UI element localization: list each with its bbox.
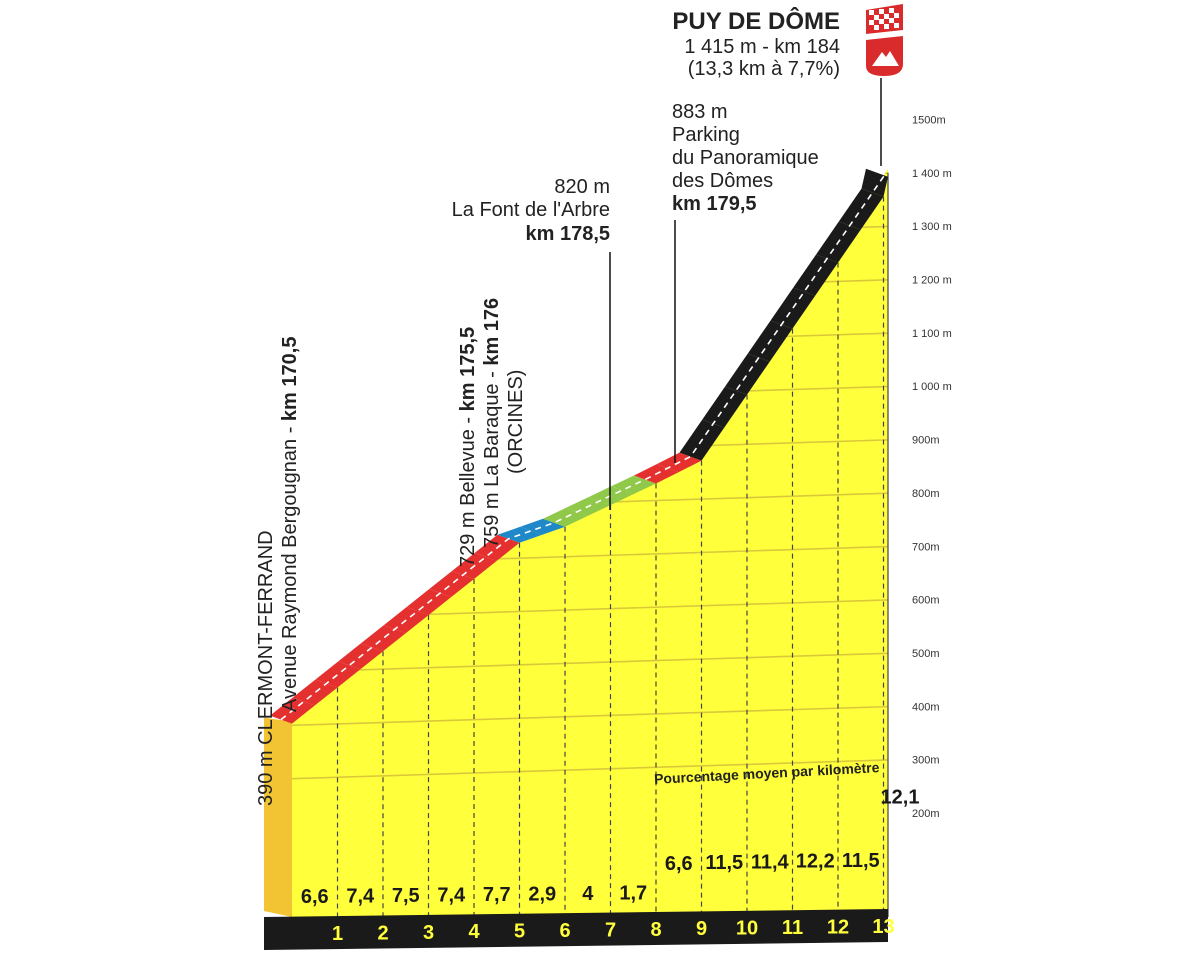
y-tick-label: 1 400 m: [912, 168, 952, 180]
km-label: 2: [377, 922, 388, 944]
y-tick-label: 600m: [912, 595, 940, 607]
gradient-label: 12,2: [796, 851, 835, 873]
y-tick-label: 300m: [912, 755, 940, 767]
gradient-label: 6,6: [301, 886, 329, 908]
svg-text:km 179,5: km 179,5: [672, 193, 757, 215]
gradient-label: 12,1: [881, 787, 920, 809]
svg-text:1 415 m - km 184: 1 415 m - km 184: [684, 36, 840, 58]
km-label: 8: [650, 919, 661, 941]
y-tick-label: 900m: [912, 435, 940, 447]
y-tick-label: 500m: [912, 648, 940, 660]
ridge-segment: [725, 353, 770, 395]
km-label: 4: [468, 921, 480, 943]
gradient-label: 1,7: [619, 883, 647, 905]
svg-text:(ORCINES): (ORCINES): [505, 370, 527, 474]
finish-flag-icon: [866, 4, 903, 34]
km-base-bar: [264, 909, 888, 950]
mountain-icon: [866, 36, 903, 76]
svg-text:729 m Bellevue - km 175,5: 729 m Bellevue - km 175,5: [457, 327, 479, 567]
font-arbre-label: 820 m La Font de l'Arbre km 178,5: [452, 176, 610, 245]
ridge-segment: [429, 570, 474, 598]
ridge-segment: [861, 168, 888, 197]
km-label: 12: [827, 916, 849, 938]
gradient-label: 4: [582, 883, 594, 905]
gradient-label: 11,5: [842, 850, 880, 872]
y-tick-label: 700m: [912, 541, 940, 553]
km-label: 6: [559, 920, 570, 942]
km-label: 7: [605, 919, 616, 941]
gradient-label: 7,4: [437, 885, 466, 907]
km-label: 3: [423, 922, 434, 944]
ridge-segment: [361, 625, 406, 652]
svg-text:883 m: 883 m: [672, 101, 728, 123]
start-label: 390 m CLERMONT-FERRAND Avenue Raymond Be…: [255, 337, 301, 806]
gradient-labels: 6,6 7,4 7,5 7,4 7,7 2,9 4 1,7 6,6 11,5 11,4 12,2 11,…: [301, 787, 920, 908]
svg-text:Parking: Parking: [672, 124, 740, 146]
km-dashed-lines: [336, 172, 889, 917]
gradient-label: 11,4: [751, 851, 790, 873]
profile-side-face: [264, 717, 292, 917]
km-label: 11: [782, 917, 803, 939]
summit-label: PUY DE DÔME 1 415 m - km 184 (13,3 km à …: [672, 7, 840, 80]
svg-text:759 m La Baraque - km 176: 759 m La Baraque - km 176: [481, 298, 503, 548]
km-label: 10: [736, 918, 758, 940]
ridge-centerline: [280, 175, 885, 721]
y-tick-label: 1500m: [912, 114, 946, 126]
km-label: 9: [696, 918, 707, 940]
profile-area: [292, 168, 888, 918]
y-tick-label: 1 200 m: [912, 275, 952, 287]
base-bar: [264, 909, 888, 950]
svg-text:km 178,5: km 178,5: [525, 223, 610, 245]
gradient-label: 7,7: [483, 884, 511, 906]
y-tick-label: 1 100 m: [912, 328, 952, 340]
gradient-label: 11,5: [705, 852, 743, 874]
ridge-segment: [770, 287, 816, 329]
ridge-segment: [315, 661, 361, 688]
ridge-segment: [520, 518, 565, 535]
profile-fill: [264, 168, 888, 918]
svg-text:820 m: 820 m: [554, 176, 610, 198]
ridge-segment: [292, 679, 338, 706]
gradient-label: 6,6: [665, 853, 693, 875]
gradient-label: 2,9: [528, 884, 556, 906]
bellevue-label: 729 m Bellevue - km 175,5 759 m La Baraq…: [457, 298, 527, 567]
y-tick-label: 800m: [912, 488, 940, 500]
svg-text:PUY DE DÔME: PUY DE DÔME: [672, 7, 840, 35]
y-tick-label: 200m: [912, 808, 940, 820]
km-label: 13: [872, 916, 894, 938]
km-labels: 1 2 3 4 5 6 7 8 9 10 11 12 13: [332, 916, 895, 945]
y-tick-label: 1 300 m: [912, 221, 952, 233]
ridge-segment: [611, 475, 656, 495]
ridge-segment: [793, 254, 838, 296]
y-axis-ticks: 200m 300m 400m 500m 600m 700m 800m 900m 1 000 m 1…: [912, 114, 952, 820]
ridge-segment: [838, 188, 884, 230]
svg-text:(13,3 km à 7,7%): (13,3 km à 7,7%): [688, 58, 840, 80]
gradient-label: 7,4: [346, 886, 375, 908]
svg-text:des Dômes: des Dômes: [672, 170, 773, 192]
svg-text:Avenue Raymond Bergougnan - km: Avenue Raymond Bergougnan - km 170,5: [279, 337, 301, 712]
profile-ridge: [270, 168, 888, 724]
y-tick-label: 400m: [912, 701, 940, 713]
gridline: [262, 119, 898, 139]
svg-text:390 m CLERMONT-FERRAND: 390 m CLERMONT-FERRAND: [255, 530, 277, 806]
parking-label: 883 m Parking du Panoramique des Dômes k…: [672, 101, 819, 215]
gradient-label: 7,5: [392, 885, 420, 907]
y-tick-label: 1 000 m: [912, 381, 952, 393]
km-label: 1: [332, 923, 343, 945]
km-label: 5: [514, 921, 525, 943]
svg-text:du Panoramique: du Panoramique: [672, 147, 819, 169]
svg-text:La Font de l'Arbre: La Font de l'Arbre: [452, 199, 610, 221]
